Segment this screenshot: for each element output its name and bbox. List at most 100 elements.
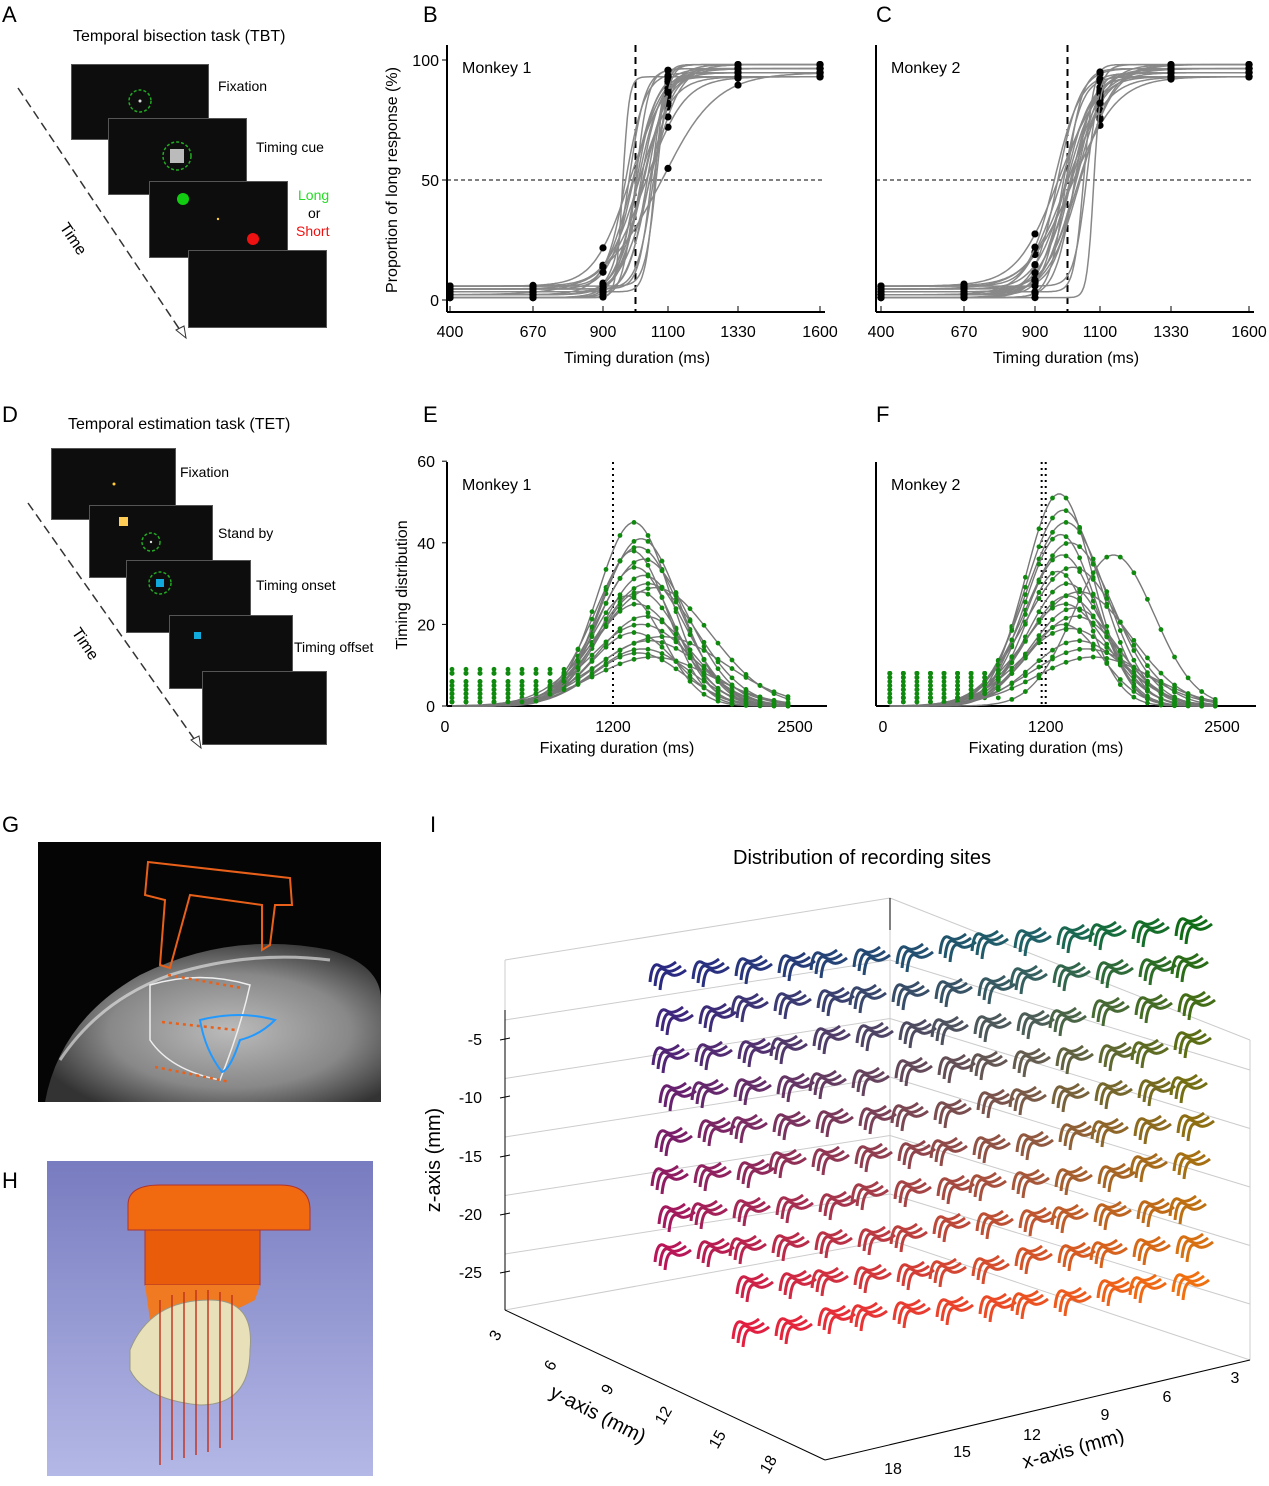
data-point	[715, 656, 721, 662]
data-point	[664, 113, 672, 121]
recording-site	[1094, 1242, 1123, 1265]
data-point	[955, 687, 960, 693]
recording-site	[865, 1029, 894, 1052]
data-point	[1077, 614, 1083, 620]
short-label: Short	[296, 223, 330, 239]
recording-site	[982, 1141, 1011, 1164]
recording-site	[1026, 1017, 1055, 1040]
data-point	[1050, 605, 1055, 611]
recording-site	[982, 978, 1011, 1001]
recording-site	[1187, 998, 1216, 1021]
data-point	[533, 691, 539, 697]
recording-site	[696, 1237, 725, 1260]
recording-site	[690, 1078, 719, 1101]
recording-site	[1108, 1049, 1137, 1072]
recording-site	[660, 1009, 689, 1032]
x-tick-label: 1100	[1083, 324, 1118, 341]
data-point	[664, 73, 672, 81]
data-point	[1199, 703, 1205, 709]
recording-site	[1186, 1119, 1215, 1142]
data-point	[463, 691, 469, 697]
recording-site	[698, 1165, 727, 1188]
recording-site	[781, 1239, 810, 1262]
z-axis-label: z-axis (mm)	[423, 1108, 445, 1212]
recording-site	[973, 1012, 1002, 1035]
data-point	[547, 670, 553, 676]
fit-curve	[881, 71, 1249, 287]
data-point	[1185, 691, 1191, 697]
data-point	[533, 698, 539, 704]
recording-site	[1103, 1045, 1132, 1068]
data-point	[631, 538, 637, 544]
screen-blank	[188, 250, 327, 328]
recording-site	[822, 1308, 851, 1331]
recording-site	[819, 1232, 848, 1255]
x-tick-label: 3	[1231, 1370, 1240, 1387]
recording-site	[937, 1216, 966, 1239]
data-point	[701, 639, 707, 645]
x-tick-label: 670	[951, 324, 978, 341]
recording-site	[1023, 934, 1052, 957]
recording-site	[746, 1166, 775, 1189]
data-point	[1104, 589, 1110, 595]
z-tick	[499, 1270, 511, 1274]
data-point	[547, 683, 553, 688]
data-point	[1063, 640, 1069, 646]
data-point	[701, 622, 707, 628]
data-point	[1022, 599, 1028, 605]
data-point	[928, 679, 933, 684]
data-point	[645, 557, 651, 563]
data-point	[1090, 643, 1096, 649]
data-point	[757, 703, 763, 709]
recording-site	[1136, 921, 1165, 944]
recording-site	[1051, 1082, 1080, 1105]
data-point	[1131, 642, 1137, 648]
data-point	[1063, 573, 1069, 578]
data-point	[785, 700, 791, 705]
data-point	[1022, 621, 1028, 627]
recording-site	[859, 1146, 888, 1169]
x-axis-label: Timing duration (ms)	[993, 350, 1139, 367]
data-point	[900, 683, 906, 688]
data-point	[463, 699, 469, 705]
recording-site	[934, 977, 963, 1000]
recording-site	[976, 1258, 1005, 1281]
data-point	[589, 616, 595, 622]
panel-label-d: D	[2, 402, 18, 427]
recording-site	[820, 1274, 849, 1297]
data-point	[1185, 703, 1191, 709]
recording-site	[740, 1276, 769, 1299]
data-point	[1009, 628, 1015, 633]
x-tick-label: 0	[441, 719, 450, 736]
data-point	[1036, 658, 1042, 664]
recording-site	[899, 1230, 928, 1253]
data-point	[1104, 596, 1110, 601]
data-point	[673, 639, 679, 645]
recording-site	[1177, 1153, 1206, 1176]
recording-site	[703, 1169, 732, 1192]
recording-site	[658, 1244, 687, 1267]
recording-site	[814, 952, 843, 975]
recording-site	[783, 1273, 812, 1296]
data-point	[631, 630, 637, 635]
recording-site	[1178, 1032, 1207, 1055]
recording-site	[1107, 1170, 1136, 1193]
data-point	[968, 679, 974, 684]
recording-site	[1135, 1042, 1164, 1065]
recording-site	[658, 1081, 687, 1104]
data-point	[1036, 596, 1042, 601]
long-label: Long	[298, 187, 330, 203]
data-point	[603, 662, 609, 668]
step-label: Timing offset	[294, 639, 374, 655]
recording-site	[782, 1118, 811, 1141]
recording-site	[783, 997, 812, 1020]
data-point	[599, 263, 607, 271]
recording-site	[1021, 1013, 1050, 1036]
recording-site	[653, 1240, 682, 1263]
x-tick-label: 1100	[651, 324, 686, 341]
recording-site	[974, 1054, 1003, 1077]
data-point	[561, 670, 567, 676]
recording-site	[1105, 966, 1134, 989]
data-point	[589, 624, 595, 630]
data-point	[491, 666, 497, 672]
